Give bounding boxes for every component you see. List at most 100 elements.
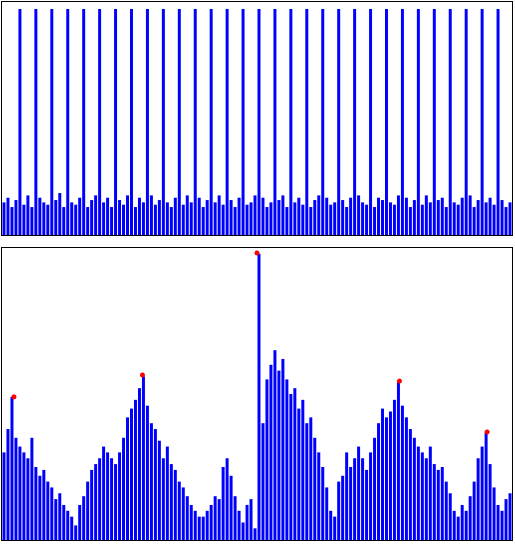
bar xyxy=(90,469,94,540)
bar xyxy=(114,8,118,235)
bar xyxy=(14,437,18,540)
bar xyxy=(444,207,448,235)
peak-marker xyxy=(139,372,145,378)
bar xyxy=(10,396,14,540)
bar xyxy=(253,528,257,540)
bar xyxy=(225,458,229,540)
bar xyxy=(205,510,209,540)
bar xyxy=(373,207,377,235)
bar xyxy=(157,200,161,235)
bar xyxy=(70,202,74,235)
bar xyxy=(464,510,468,540)
peak-marker xyxy=(396,378,402,384)
bar xyxy=(90,200,94,235)
bar xyxy=(480,8,484,235)
bar xyxy=(98,458,102,540)
bar xyxy=(456,204,460,235)
bar xyxy=(82,8,86,235)
bar xyxy=(209,8,213,235)
bar xyxy=(297,197,301,235)
bar xyxy=(388,411,392,540)
bar xyxy=(377,423,381,540)
bar xyxy=(508,202,512,235)
bar xyxy=(237,510,241,540)
bar xyxy=(424,195,428,235)
bar xyxy=(408,429,412,540)
bar xyxy=(325,487,329,540)
bar xyxy=(78,504,82,540)
bar xyxy=(153,429,157,540)
bar xyxy=(78,197,82,235)
bar xyxy=(277,200,281,235)
bar xyxy=(337,8,341,235)
bar xyxy=(245,504,249,540)
bar xyxy=(388,202,392,235)
bar xyxy=(305,8,309,235)
bar xyxy=(205,200,209,235)
bar xyxy=(185,195,189,235)
bar xyxy=(404,417,408,540)
bar xyxy=(2,202,6,235)
bar xyxy=(141,202,145,235)
bar xyxy=(269,202,273,235)
bar xyxy=(46,204,50,235)
bar xyxy=(249,202,253,235)
bar xyxy=(313,437,317,540)
bar xyxy=(217,195,221,235)
bar xyxy=(472,207,476,235)
bar xyxy=(221,467,225,540)
bar xyxy=(357,195,361,235)
peak-marker xyxy=(254,250,260,256)
bar xyxy=(472,481,476,540)
bar xyxy=(261,197,265,235)
bar xyxy=(428,202,432,235)
bar xyxy=(197,516,201,540)
bar xyxy=(94,195,98,235)
bar xyxy=(130,408,133,540)
bar xyxy=(492,204,496,235)
bar xyxy=(420,204,424,235)
bar xyxy=(185,496,189,540)
bar xyxy=(333,516,337,540)
bar xyxy=(261,423,265,540)
bar xyxy=(86,207,90,235)
bar xyxy=(309,417,313,540)
bar xyxy=(118,452,122,540)
bar xyxy=(269,364,273,540)
bar xyxy=(432,464,436,540)
bar xyxy=(273,350,277,540)
bar xyxy=(241,8,245,235)
bar xyxy=(22,204,26,235)
bar xyxy=(333,202,337,235)
bar xyxy=(504,207,508,235)
bar xyxy=(293,388,297,540)
bar xyxy=(149,423,153,540)
bar xyxy=(165,446,169,540)
bar xyxy=(396,382,400,540)
bar xyxy=(229,475,233,540)
bar xyxy=(329,204,333,235)
bar xyxy=(157,440,161,540)
bar xyxy=(193,510,197,540)
bar xyxy=(480,446,484,540)
bar xyxy=(412,200,416,235)
bar xyxy=(241,522,245,540)
bar xyxy=(436,200,440,235)
bar xyxy=(452,510,456,540)
bar xyxy=(161,458,165,540)
bar xyxy=(432,8,436,235)
bar xyxy=(484,431,488,540)
bar xyxy=(440,467,444,540)
bar xyxy=(365,204,369,235)
bar xyxy=(106,197,110,235)
bar xyxy=(416,8,420,235)
bar xyxy=(114,464,118,540)
bar xyxy=(233,207,237,235)
bar xyxy=(317,452,321,540)
bar xyxy=(468,496,472,540)
bar xyxy=(345,452,349,540)
bar xyxy=(257,253,261,540)
bar xyxy=(448,8,452,235)
bar xyxy=(169,464,173,540)
bar xyxy=(10,207,14,235)
